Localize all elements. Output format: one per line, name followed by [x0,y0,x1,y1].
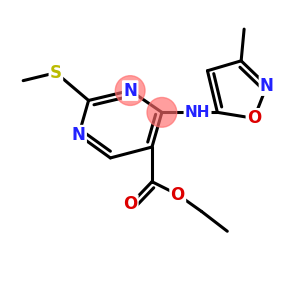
Text: NH: NH [185,105,210,120]
Text: S: S [50,64,62,82]
Text: N: N [123,82,137,100]
Text: N: N [260,76,274,94]
Text: O: O [123,196,137,214]
Circle shape [115,76,145,105]
Text: O: O [247,109,261,127]
Text: N: N [72,126,86,144]
Text: O: O [171,186,185,204]
Circle shape [147,98,177,127]
